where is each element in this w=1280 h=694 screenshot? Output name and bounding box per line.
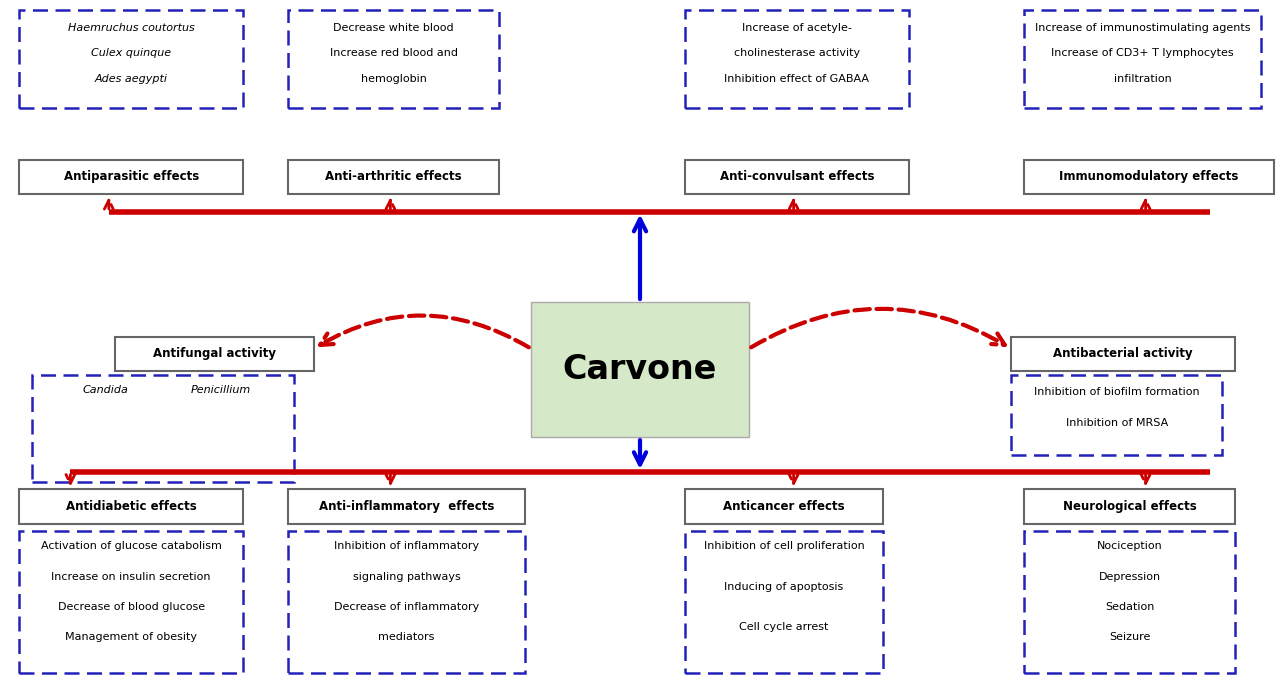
Text: Increase of acetyle-: Increase of acetyle- — [742, 23, 851, 33]
Text: Sedation: Sedation — [1105, 602, 1155, 612]
Bar — [288, 489, 525, 524]
Text: Depression: Depression — [1098, 572, 1161, 582]
Text: Antiparasitic effects: Antiparasitic effects — [64, 171, 198, 183]
Text: Anticancer effects: Anticancer effects — [723, 500, 845, 513]
Text: Penicillium: Penicillium — [191, 385, 251, 395]
Bar — [19, 10, 243, 108]
Text: Inducing of apoptosis: Inducing of apoptosis — [724, 582, 844, 592]
Text: signaling pathways: signaling pathways — [352, 572, 461, 582]
Bar — [685, 531, 883, 673]
Bar — [685, 160, 909, 194]
Bar — [19, 160, 243, 194]
Text: cholinesterase activity: cholinesterase activity — [733, 48, 860, 58]
Text: Inhibition of inflammatory: Inhibition of inflammatory — [334, 541, 479, 551]
Text: Immunomodulatory effects: Immunomodulatory effects — [1059, 171, 1239, 183]
Text: Culex quinque: Culex quinque — [91, 48, 172, 58]
Text: Increase red blood and: Increase red blood and — [330, 48, 458, 58]
Bar — [1024, 489, 1235, 524]
Text: Antibacterial activity: Antibacterial activity — [1053, 348, 1193, 360]
FancyArrowPatch shape — [320, 316, 529, 347]
Bar — [685, 10, 909, 108]
Text: Antifungal activity: Antifungal activity — [152, 348, 276, 360]
Text: Anti-arthritic effects: Anti-arthritic effects — [325, 171, 462, 183]
Text: Increase of immunostimulating agents: Increase of immunostimulating agents — [1034, 23, 1251, 33]
Text: infiltration: infiltration — [1114, 74, 1171, 84]
Bar — [19, 489, 243, 524]
Bar — [288, 160, 499, 194]
Bar — [685, 489, 883, 524]
Bar — [1024, 160, 1274, 194]
Bar — [288, 10, 499, 108]
Bar — [531, 302, 749, 437]
Bar — [1011, 375, 1222, 455]
Text: mediators: mediators — [378, 632, 435, 642]
Text: Activation of glucose catabolism: Activation of glucose catabolism — [41, 541, 221, 551]
Text: Neurological effects: Neurological effects — [1062, 500, 1197, 513]
Text: Antidiabetic effects: Antidiabetic effects — [65, 500, 197, 513]
Text: Cell cycle arrest: Cell cycle arrest — [740, 622, 828, 632]
Text: Decrease of inflammatory: Decrease of inflammatory — [334, 602, 479, 612]
Text: Decrease of blood glucose: Decrease of blood glucose — [58, 602, 205, 612]
Text: Inhibition effect of GABAA: Inhibition effect of GABAA — [724, 74, 869, 84]
FancyArrowPatch shape — [751, 309, 1005, 347]
Bar — [1024, 531, 1235, 673]
Bar — [1011, 337, 1235, 371]
Bar — [19, 531, 243, 673]
Text: Seizure: Seizure — [1108, 632, 1151, 642]
Text: Haemruchus coutortus: Haemruchus coutortus — [68, 23, 195, 33]
Text: Increase on insulin secretion: Increase on insulin secretion — [51, 572, 211, 582]
Text: Inhibition of biofilm formation: Inhibition of biofilm formation — [1034, 387, 1199, 397]
Text: Increase of CD3+ T lymphocytes: Increase of CD3+ T lymphocytes — [1051, 48, 1234, 58]
Bar — [115, 337, 314, 371]
Text: Anti-inflammatory  effects: Anti-inflammatory effects — [319, 500, 494, 513]
Text: Management of obesity: Management of obesity — [65, 632, 197, 642]
Text: Inhibition of MRSA: Inhibition of MRSA — [1066, 418, 1167, 428]
Text: Inhibition of cell proliferation: Inhibition of cell proliferation — [704, 541, 864, 551]
Bar — [288, 531, 525, 673]
Bar — [1024, 10, 1261, 108]
Bar — [32, 375, 294, 482]
Text: Candida: Candida — [82, 385, 128, 395]
Text: hemoglobin: hemoglobin — [361, 74, 426, 84]
Text: Nociception: Nociception — [1097, 541, 1162, 551]
Text: Carvone: Carvone — [563, 353, 717, 386]
Text: Ades aegypti: Ades aegypti — [95, 74, 168, 84]
Text: Anti-convulsant effects: Anti-convulsant effects — [719, 171, 874, 183]
Text: Decrease white blood: Decrease white blood — [333, 23, 454, 33]
